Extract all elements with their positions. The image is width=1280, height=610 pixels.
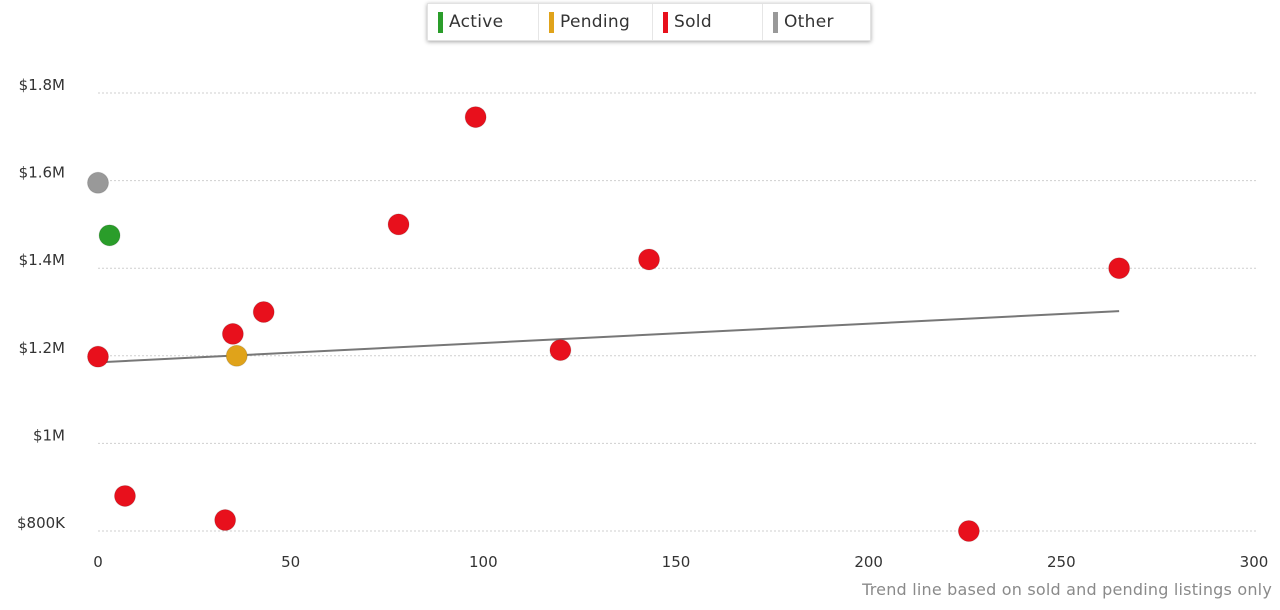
data-point-sold[interactable] bbox=[464, 106, 487, 129]
y-tick-label: $1M bbox=[33, 426, 65, 444]
x-tick-label: 300 bbox=[1240, 553, 1269, 571]
chart-footnote: Trend line based on sold and pending lis… bbox=[862, 580, 1272, 599]
data-point-sold[interactable] bbox=[87, 345, 109, 368]
data-point-sold[interactable] bbox=[387, 213, 410, 236]
x-tick-label: 250 bbox=[1047, 553, 1076, 571]
legend-label-active: Active bbox=[449, 12, 504, 32]
x-tick-label: 200 bbox=[854, 553, 883, 571]
y-tick-label: $1.6M bbox=[19, 164, 65, 182]
data-point-sold[interactable] bbox=[1108, 257, 1131, 280]
legend-item-other[interactable]: Other bbox=[763, 4, 870, 40]
data-point-sold[interactable] bbox=[214, 509, 237, 532]
legend-swatch-other bbox=[773, 11, 778, 33]
data-point-other[interactable] bbox=[87, 171, 109, 194]
data-point-sold[interactable] bbox=[221, 322, 244, 345]
legend-swatch-active bbox=[438, 11, 443, 33]
legend-label-sold: Sold bbox=[674, 12, 712, 32]
chart-legend: Active Pending Sold Other bbox=[427, 3, 871, 41]
y-axis-ticks: $800K $1M $1.2M $1.4M $1.6M $1.8M bbox=[17, 76, 66, 532]
legend-swatch-sold bbox=[663, 11, 668, 33]
legend-label-other: Other bbox=[784, 12, 834, 32]
data-point-sold[interactable] bbox=[638, 248, 661, 271]
legend-label-pending: Pending bbox=[560, 12, 631, 32]
data-point-active[interactable] bbox=[98, 224, 121, 247]
trend-line-group bbox=[97, 310, 1120, 364]
y-tick-label: $1.2M bbox=[19, 339, 65, 357]
data-points bbox=[87, 106, 1131, 542]
x-tick-label: 100 bbox=[469, 553, 498, 571]
y-tick-label: $1.4M bbox=[19, 251, 65, 269]
data-point-sold[interactable] bbox=[549, 339, 572, 362]
legend-swatch-pending bbox=[549, 11, 554, 33]
x-axis-ticks: 0 50 100 150 200 250 300 bbox=[93, 553, 1268, 571]
y-tick-label: $800K bbox=[17, 514, 66, 532]
grid-lines bbox=[98, 92, 1256, 532]
x-tick-label: 50 bbox=[281, 553, 300, 571]
legend-item-active[interactable]: Active bbox=[428, 4, 539, 40]
data-point-sold[interactable] bbox=[252, 301, 275, 323]
data-point-sold[interactable] bbox=[113, 484, 136, 507]
x-tick-label: 150 bbox=[662, 553, 691, 571]
data-point-pending[interactable] bbox=[225, 344, 248, 367]
y-tick-label: $1.8M bbox=[19, 76, 65, 94]
legend-item-pending[interactable]: Pending bbox=[539, 4, 653, 40]
legend-item-sold[interactable]: Sold bbox=[653, 4, 763, 40]
trend-line bbox=[97, 310, 1120, 364]
data-point-sold[interactable] bbox=[957, 520, 980, 542]
x-tick-label: 0 bbox=[93, 553, 103, 571]
